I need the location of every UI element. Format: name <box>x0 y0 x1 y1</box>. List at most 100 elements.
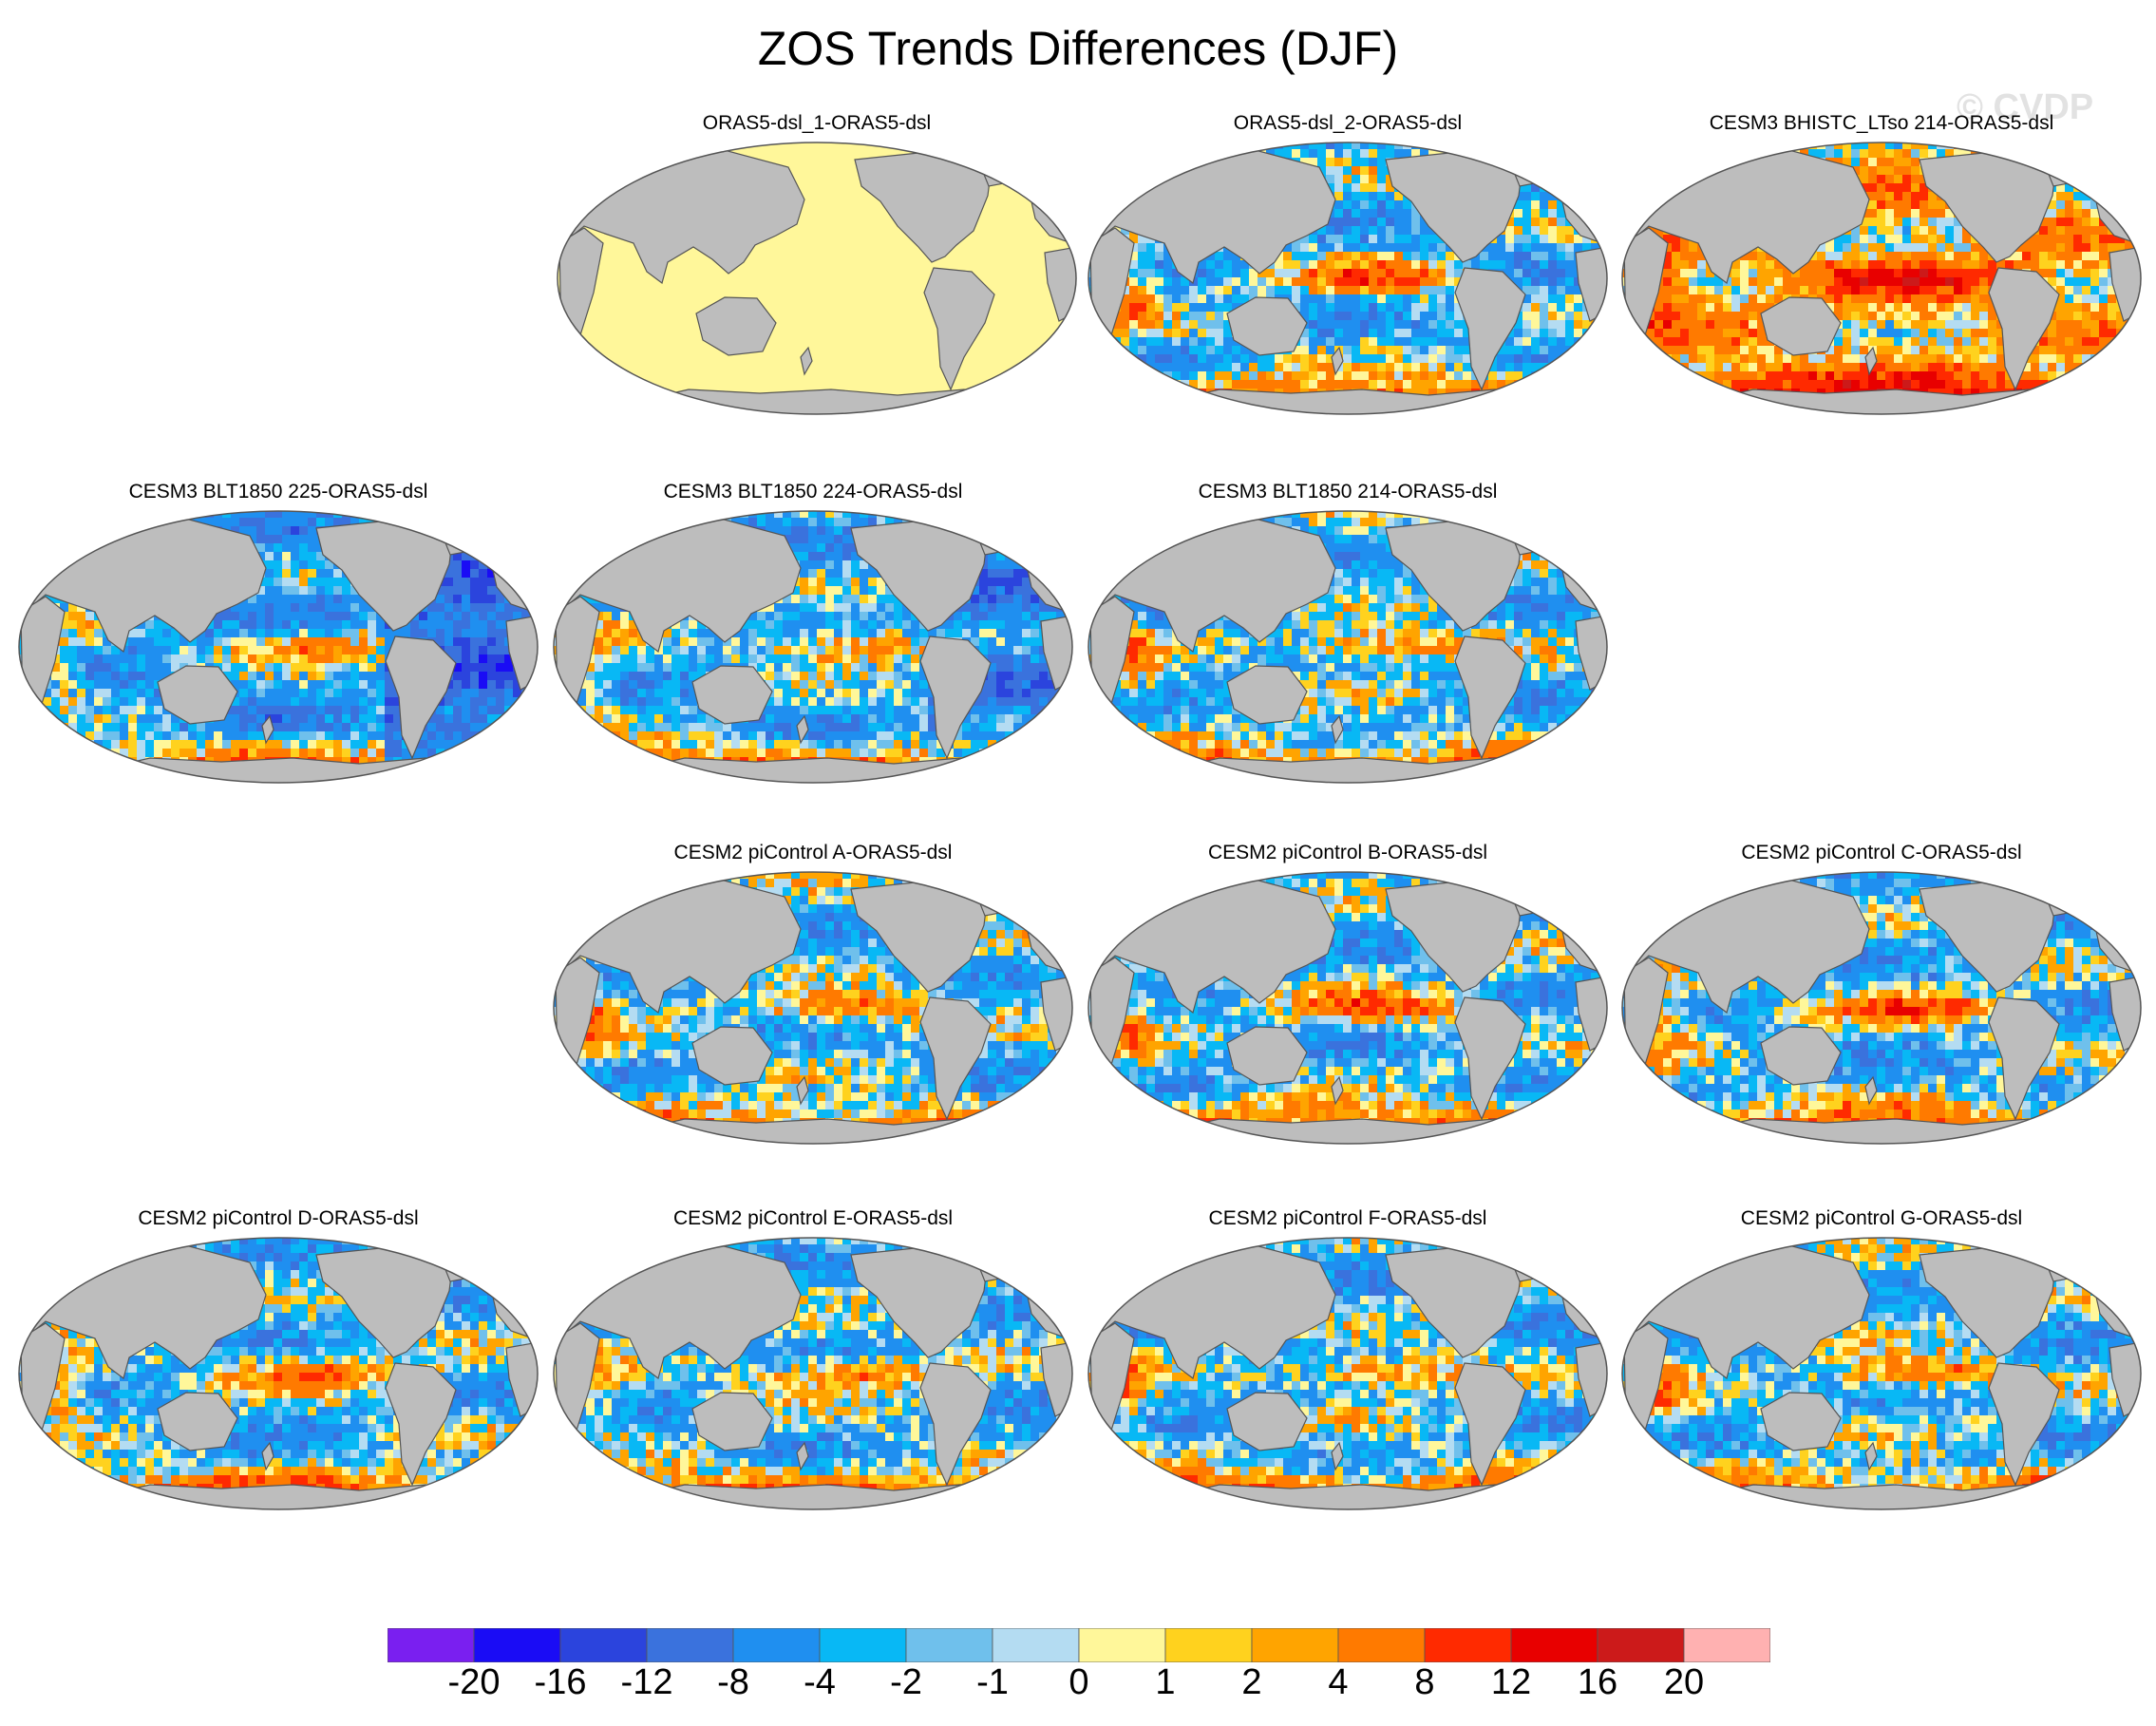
continent-nz <box>796 714 809 745</box>
panel-title: CESM3 BLT1850 224-ORAS5-dsl <box>552 481 1074 503</box>
colorbar-box <box>1164 1628 1253 1662</box>
colorbar <box>388 1628 1770 1662</box>
colorbar-tick-label: -4 <box>804 1662 836 1703</box>
continent-antarctica <box>616 757 1029 783</box>
world-map <box>1621 871 2142 1145</box>
continent-australia <box>1226 1026 1308 1086</box>
map-frame <box>1621 1237 2142 1510</box>
continent-australia <box>157 665 238 725</box>
continent-australia <box>695 296 777 356</box>
continent-samerica <box>385 635 457 760</box>
continent-australia <box>1226 296 1308 356</box>
panel-title: CESM2 piControl D-ORAS5-dsl <box>17 1207 539 1230</box>
colorbar-labels: -20 -16 -12 -8 -4 -2 -1 0 1 2 4 8 12 16 20 <box>0 1662 2156 1710</box>
colorbar-box <box>1078 1628 1166 1662</box>
figure-title: ZOS Trends Differences (DJF) <box>0 21 2156 76</box>
continent-samerica <box>919 635 992 760</box>
panel-title: CESM3 BLT1850 225-ORAS5-dsl <box>17 481 539 503</box>
continent-nz <box>1331 1441 1344 1471</box>
continent-nz <box>1331 714 1344 745</box>
continent-antarctica <box>1151 1484 1563 1509</box>
continent-samerica <box>919 1362 992 1487</box>
continent-antarctica <box>1151 1118 1563 1144</box>
world-map <box>557 142 1077 415</box>
colorbar-box <box>1597 1628 1685 1662</box>
colorbar-box <box>905 1628 993 1662</box>
colorbar-tick-label: -1 <box>976 1662 1009 1703</box>
continent-antarctica <box>620 389 1032 414</box>
world-map <box>1087 1237 1608 1510</box>
world-map <box>1621 142 2142 415</box>
panel-title: ORAS5-dsl_1-ORAS5-dsl <box>556 112 1078 135</box>
panel-title: CESM2 piControl A-ORAS5-dsl <box>552 842 1074 864</box>
map-frame <box>553 1237 1073 1510</box>
world-map <box>1087 510 1608 784</box>
colorbar-box <box>559 1628 648 1662</box>
colorbar-tick-label: -12 <box>621 1662 673 1703</box>
panel-title: CESM2 piControl B-ORAS5-dsl <box>1087 842 1609 864</box>
panel-title: CESM2 piControl C-ORAS5-dsl <box>1620 842 2143 864</box>
world-map <box>1621 1237 2142 1510</box>
colorbar-box <box>473 1628 561 1662</box>
colorbar-box <box>819 1628 907 1662</box>
colorbar-tick-label: 16 <box>1578 1662 1617 1703</box>
world-map <box>18 1237 539 1510</box>
continent-samerica <box>1988 1362 2060 1487</box>
colorbar-box <box>388 1628 475 1662</box>
continent-australia <box>1760 1392 1842 1451</box>
continent-antarctica <box>616 1118 1029 1144</box>
panel-title: CESM3 BHISTC_LTso 214-ORAS5-dsl <box>1620 112 2143 135</box>
continent-nz <box>1864 1075 1878 1106</box>
continent-australia <box>1760 1026 1842 1086</box>
continent-nz <box>1331 346 1344 376</box>
colorbar-box <box>1510 1628 1598 1662</box>
continent-antarctica <box>1685 1484 2097 1509</box>
map-frame <box>1087 142 1608 415</box>
continent-nz <box>1331 1075 1344 1106</box>
continent-samerica <box>1454 996 1526 1121</box>
map-frame <box>553 510 1073 784</box>
continent-australia <box>1226 1392 1308 1451</box>
colorbar-tick-label: 1 <box>1155 1662 1175 1703</box>
colorbar-box <box>1337 1628 1426 1662</box>
continent-australia <box>157 1392 238 1451</box>
continent-samerica <box>1988 267 2060 391</box>
colorbar-box <box>1251 1628 1339 1662</box>
continent-nz <box>1864 346 1878 376</box>
continent-antarctica <box>1151 757 1563 783</box>
colorbar-tick-label: -2 <box>890 1662 922 1703</box>
continent-samerica <box>1454 1362 1526 1487</box>
continent-antarctica <box>1151 389 1563 414</box>
continent-australia <box>1226 665 1308 725</box>
colorbar-tick-label: -8 <box>717 1662 749 1703</box>
continent-australia <box>1760 296 1842 356</box>
world-map <box>1087 142 1608 415</box>
continent-nz <box>261 714 274 745</box>
continent-nz <box>796 1075 809 1106</box>
panel-title: CESM2 piControl G-ORAS5-dsl <box>1620 1207 2143 1230</box>
map-frame <box>1087 871 1608 1145</box>
continent-antarctica <box>82 1484 494 1509</box>
map-frame <box>557 142 1077 415</box>
colorbar-box <box>992 1628 1080 1662</box>
watermark: © CVDP <box>1957 87 2093 128</box>
panel-title: ORAS5-dsl_2-ORAS5-dsl <box>1087 112 1609 135</box>
continent-samerica <box>923 267 995 391</box>
continent-samerica <box>385 1362 457 1487</box>
continent-samerica <box>1454 635 1526 760</box>
continent-samerica <box>1454 267 1526 391</box>
continent-australia <box>691 665 773 725</box>
world-map <box>553 871 1073 1145</box>
continent-nz <box>800 346 813 376</box>
map-frame <box>1621 871 2142 1145</box>
colorbar-tick-label: 20 <box>1664 1662 1704 1703</box>
map-frame <box>18 510 539 784</box>
land-mask <box>555 514 1072 783</box>
map-frame <box>1621 142 2142 415</box>
colorbar-box <box>1683 1628 1770 1662</box>
colorbar-tick-label: 12 <box>1491 1662 1531 1703</box>
continent-antarctica <box>82 757 494 783</box>
colorbar-box <box>646 1628 734 1662</box>
continent-samerica <box>919 996 992 1121</box>
world-map <box>18 510 539 784</box>
